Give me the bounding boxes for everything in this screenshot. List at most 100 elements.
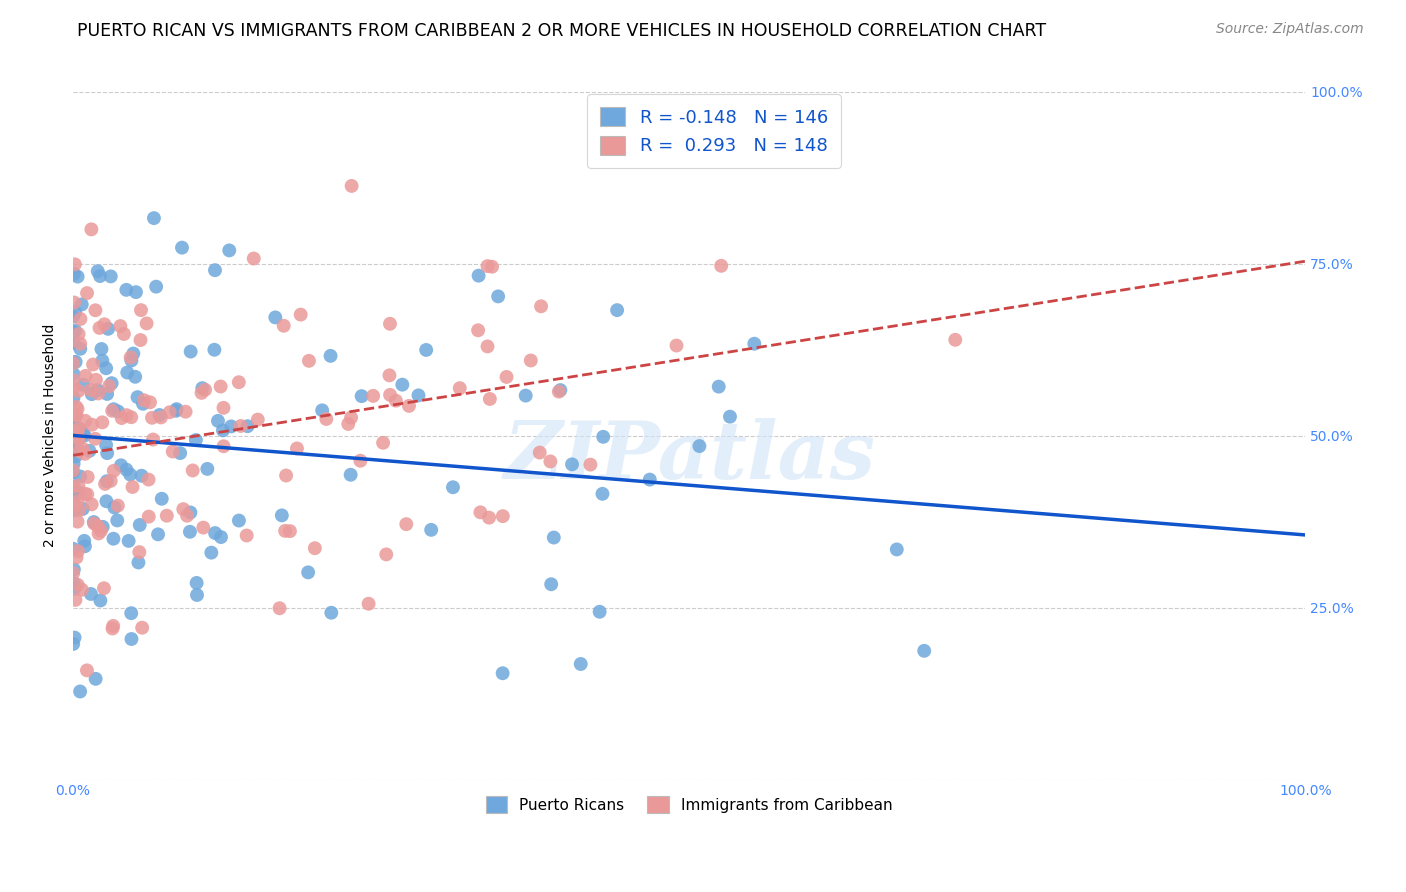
Point bbox=[75, 414, 97, 428]
Point bbox=[67, 421, 90, 435]
Point bbox=[66, 515, 89, 529]
Point bbox=[63, 631, 86, 645]
Point bbox=[89, 321, 111, 335]
Point bbox=[449, 381, 471, 395]
Point bbox=[67, 384, 90, 398]
Point bbox=[207, 414, 229, 428]
Point bbox=[83, 515, 105, 529]
Point bbox=[138, 509, 160, 524]
Point bbox=[180, 344, 202, 359]
Point bbox=[100, 474, 122, 488]
Point bbox=[145, 279, 167, 293]
Point bbox=[62, 487, 84, 501]
Point bbox=[236, 419, 259, 434]
Point bbox=[91, 353, 114, 368]
Point bbox=[82, 358, 104, 372]
Point bbox=[70, 582, 93, 597]
Point bbox=[337, 417, 360, 431]
Point bbox=[520, 353, 543, 368]
Point bbox=[209, 379, 232, 393]
Point bbox=[62, 457, 84, 471]
Point bbox=[209, 530, 232, 544]
Point bbox=[162, 444, 184, 458]
Point bbox=[270, 508, 292, 523]
Point bbox=[710, 259, 733, 273]
Y-axis label: 2 or more Vehicles in Household: 2 or more Vehicles in Household bbox=[44, 324, 58, 548]
Point bbox=[228, 376, 250, 390]
Point bbox=[93, 318, 115, 332]
Point bbox=[592, 430, 614, 444]
Point bbox=[69, 684, 91, 698]
Point bbox=[142, 433, 165, 447]
Point bbox=[87, 519, 110, 533]
Point bbox=[90, 342, 112, 356]
Point bbox=[486, 289, 509, 303]
Point bbox=[103, 532, 125, 546]
Point bbox=[218, 244, 240, 258]
Point bbox=[129, 303, 152, 318]
Point bbox=[478, 510, 501, 524]
Point bbox=[62, 355, 84, 369]
Point bbox=[742, 336, 765, 351]
Point bbox=[561, 458, 583, 472]
Point bbox=[200, 546, 222, 560]
Point bbox=[415, 343, 437, 357]
Point bbox=[274, 524, 297, 538]
Point bbox=[298, 354, 321, 368]
Point bbox=[66, 493, 89, 508]
Point bbox=[80, 417, 103, 432]
Point bbox=[84, 432, 107, 446]
Point bbox=[79, 443, 101, 458]
Point bbox=[543, 531, 565, 545]
Point bbox=[72, 502, 94, 516]
Point bbox=[62, 310, 84, 324]
Point bbox=[94, 438, 117, 452]
Point bbox=[107, 499, 129, 513]
Point bbox=[65, 450, 87, 464]
Point bbox=[146, 527, 169, 541]
Point bbox=[89, 593, 111, 607]
Point bbox=[62, 541, 84, 556]
Point bbox=[84, 672, 107, 686]
Point bbox=[139, 395, 162, 409]
Point bbox=[65, 408, 87, 422]
Point bbox=[66, 402, 89, 417]
Point bbox=[96, 494, 118, 508]
Point bbox=[65, 425, 87, 439]
Point bbox=[174, 405, 197, 419]
Point bbox=[319, 349, 342, 363]
Point bbox=[202, 343, 225, 357]
Point bbox=[274, 468, 297, 483]
Point bbox=[63, 257, 86, 271]
Point bbox=[491, 666, 513, 681]
Point bbox=[62, 465, 84, 479]
Point bbox=[69, 312, 91, 326]
Point bbox=[67, 478, 90, 492]
Point bbox=[115, 283, 138, 297]
Point bbox=[87, 386, 110, 401]
Point bbox=[62, 417, 84, 431]
Point bbox=[62, 503, 84, 517]
Point bbox=[110, 319, 132, 334]
Point bbox=[492, 509, 515, 524]
Point bbox=[62, 391, 84, 405]
Text: Source: ZipAtlas.com: Source: ZipAtlas.com bbox=[1216, 22, 1364, 37]
Point bbox=[128, 545, 150, 559]
Point bbox=[176, 508, 198, 523]
Point bbox=[72, 442, 94, 456]
Point bbox=[707, 379, 730, 393]
Point bbox=[97, 322, 120, 336]
Point bbox=[69, 422, 91, 436]
Point bbox=[62, 356, 84, 370]
Point bbox=[273, 318, 295, 333]
Point bbox=[212, 424, 235, 438]
Point bbox=[121, 632, 143, 646]
Point bbox=[148, 408, 170, 422]
Point bbox=[204, 526, 226, 541]
Point bbox=[62, 500, 84, 515]
Point bbox=[285, 442, 308, 456]
Point bbox=[101, 622, 124, 636]
Point bbox=[63, 305, 86, 319]
Point bbox=[67, 430, 90, 444]
Point bbox=[101, 404, 124, 418]
